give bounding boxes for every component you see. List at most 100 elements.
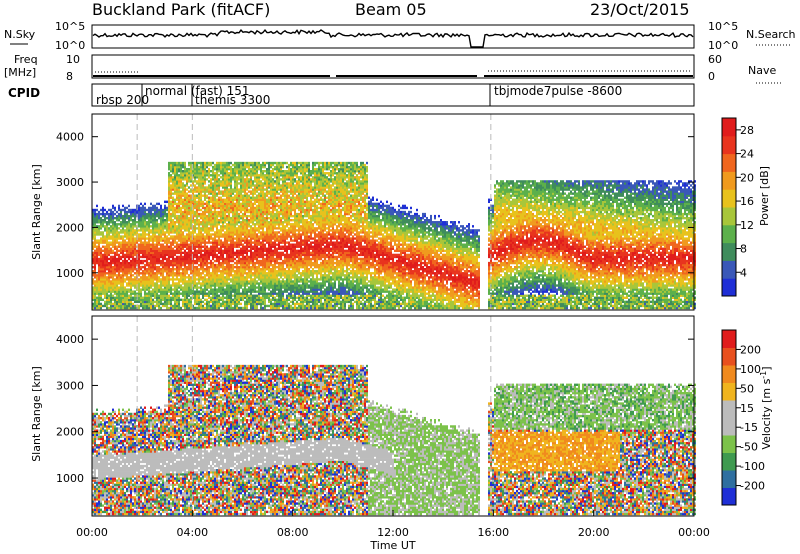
power-cell xyxy=(236,203,238,205)
power-cell xyxy=(246,299,248,301)
power-cell xyxy=(254,266,256,268)
power-cell xyxy=(226,305,228,307)
power-cell xyxy=(118,301,120,303)
power-cell xyxy=(176,260,178,262)
power-cell xyxy=(260,176,262,178)
power-cell xyxy=(212,276,214,278)
power-cell xyxy=(260,297,262,299)
power-cell xyxy=(224,276,226,278)
power-cell xyxy=(200,186,202,188)
power-cell xyxy=(232,246,234,248)
power-cell xyxy=(248,215,250,217)
power-cell xyxy=(266,239,268,241)
power-cell xyxy=(202,182,204,184)
power-cell xyxy=(266,219,268,221)
power-cell xyxy=(162,258,164,260)
power-cell xyxy=(256,276,258,278)
power-cell xyxy=(244,278,246,280)
power-cell xyxy=(248,172,250,174)
power-cell xyxy=(114,233,116,235)
power-cell xyxy=(194,293,196,295)
power-cell xyxy=(248,205,250,207)
power-cell xyxy=(144,231,146,233)
power-cell xyxy=(186,301,188,303)
power-cell xyxy=(108,272,110,274)
power-cell xyxy=(174,290,176,292)
power-cell xyxy=(130,229,132,231)
power-cell xyxy=(140,227,142,229)
power-cell xyxy=(212,229,214,231)
power-cell xyxy=(108,252,110,254)
power-cell xyxy=(262,215,264,217)
power-cell xyxy=(244,233,246,235)
power-cell xyxy=(242,295,244,297)
power-cell xyxy=(112,229,114,231)
power-cell xyxy=(242,260,244,262)
power-cell xyxy=(170,264,172,266)
power-cell xyxy=(222,225,224,227)
power-cell xyxy=(208,241,210,243)
power-cell xyxy=(246,244,248,246)
power-cell xyxy=(172,211,174,213)
power-cell xyxy=(250,299,252,301)
power-cell xyxy=(216,272,218,274)
power-cell xyxy=(130,303,132,305)
power-cell xyxy=(202,241,204,243)
power-cell xyxy=(216,235,218,237)
power-cell xyxy=(150,258,152,260)
power-cell xyxy=(184,201,186,203)
power-cell xyxy=(220,211,222,213)
power-cell xyxy=(128,223,130,225)
power-cell xyxy=(138,248,140,250)
power-cell xyxy=(106,250,108,252)
power-cell xyxy=(130,262,132,264)
power-cell xyxy=(100,305,102,307)
power-cell xyxy=(98,233,100,235)
power-cell xyxy=(180,237,182,239)
power-cell xyxy=(204,162,206,164)
power-cell xyxy=(240,237,242,239)
power-cell xyxy=(198,305,200,307)
power-cell xyxy=(156,241,158,243)
power-cell xyxy=(190,299,192,301)
power-cell xyxy=(106,223,108,225)
power-cell xyxy=(148,250,150,252)
power-cell xyxy=(234,280,236,282)
power-cell xyxy=(244,288,246,290)
power-cell xyxy=(214,182,216,184)
power-cell xyxy=(94,297,96,299)
power-cell xyxy=(248,270,250,272)
power-cell xyxy=(102,235,104,237)
power-cell xyxy=(124,254,126,256)
power-cell xyxy=(216,295,218,297)
power-cell xyxy=(144,286,146,288)
power-cell xyxy=(96,252,98,254)
power-cell xyxy=(226,176,228,178)
power-cell xyxy=(228,307,230,309)
power-cell xyxy=(208,301,210,303)
power-cell xyxy=(210,241,212,243)
power-cell xyxy=(124,303,126,305)
power-cell xyxy=(268,180,270,182)
power-cell xyxy=(150,209,152,211)
power-cell xyxy=(130,266,132,268)
power-cell xyxy=(150,252,152,254)
power-cell xyxy=(232,282,234,284)
power-cell xyxy=(238,260,240,262)
power-cell xyxy=(224,293,226,295)
power-cell xyxy=(250,197,252,199)
power-cell xyxy=(196,278,198,280)
power-cell xyxy=(120,274,122,276)
power-cell xyxy=(222,272,224,274)
power-cell xyxy=(250,178,252,180)
power-cell xyxy=(202,203,204,205)
power-cell xyxy=(182,290,184,292)
power-cell xyxy=(208,188,210,190)
power-cell xyxy=(216,282,218,284)
power-cell xyxy=(98,303,100,305)
power-cell xyxy=(220,180,222,182)
power-cell xyxy=(246,246,248,248)
power-cell xyxy=(246,282,248,284)
power-cell xyxy=(212,233,214,235)
power-cell xyxy=(200,178,202,180)
